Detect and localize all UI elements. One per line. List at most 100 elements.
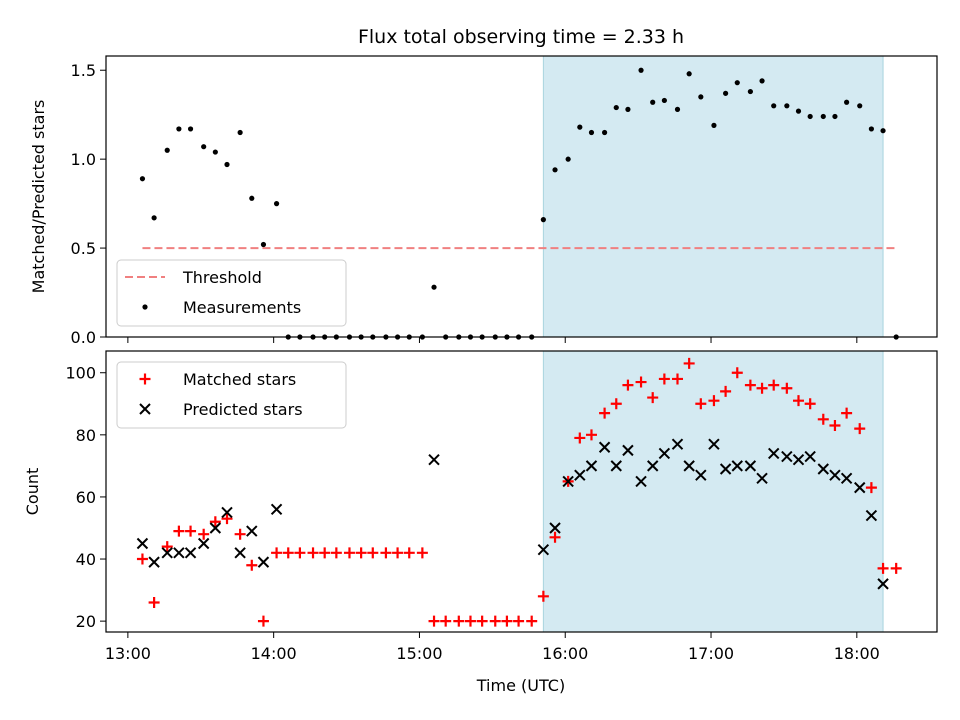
measurements-point	[832, 113, 838, 120]
predicted-stars-point	[585, 460, 598, 472]
matched-stars-point	[610, 398, 622, 410]
axes-frame	[105, 350, 938, 633]
matched-stars-point	[720, 385, 732, 397]
legend-label: Measurements	[183, 298, 301, 317]
predicted-stars-point	[829, 469, 841, 481]
count-panel: 20 40 60 80 100 13:00 14:00 15:00 16:00 17:00 18:0…	[23, 350, 938, 663]
legend-label: Matched stars	[183, 370, 296, 389]
ratio-panel: 0.0 0.5 1.0 1.5 Matched/Predicted stars Thres…	[29, 55, 938, 347]
measurements-point	[249, 195, 255, 201]
predicted-stars-point	[671, 438, 684, 450]
predicted-stars-point	[270, 503, 283, 516]
measurements-point	[771, 103, 777, 109]
measurements-point	[747, 88, 753, 95]
measurements-point	[187, 126, 194, 132]
matched-stars-point	[768, 379, 780, 391]
measurements-point	[201, 144, 207, 150]
predicted-stars-point	[817, 463, 829, 475]
y-tick-label: 1.0	[71, 150, 96, 169]
matched-stars-point	[234, 528, 246, 540]
y-tick-label: 1.5	[71, 61, 96, 80]
measurements-point	[237, 129, 243, 136]
matched-stars-point	[453, 615, 465, 627]
axes-frame	[105, 55, 938, 338]
legend-matched-stars-swatch	[139, 373, 151, 385]
matched-stars-point	[221, 513, 233, 525]
matched-stars-point	[622, 379, 634, 391]
measurements-point	[857, 103, 863, 109]
y-axis-label: Count	[23, 468, 42, 516]
matched-stars-point	[537, 590, 549, 602]
y-tick-label: 60	[76, 488, 96, 507]
predicted-stars-point	[574, 469, 586, 481]
predicted-stars-point	[719, 463, 732, 475]
y-axis-label: Matched/Predicted stars	[29, 100, 48, 294]
matched-stars-point	[658, 373, 670, 385]
x-tick-label: 14:00	[251, 644, 297, 663]
predicted-stars-point	[877, 578, 889, 590]
matched-stars-point	[635, 376, 647, 388]
measurements-point	[711, 122, 717, 128]
predicted-stars-point	[635, 475, 647, 488]
matched-stars-point	[865, 482, 877, 494]
predicted-stars-point	[184, 547, 197, 559]
measurements-point	[588, 129, 595, 136]
matched-stars-point	[817, 413, 829, 425]
matched-stars-point	[804, 398, 816, 410]
predicted-stars-point	[792, 453, 805, 466]
matched-stars-point	[355, 547, 367, 559]
predicted-stars-point	[209, 522, 222, 534]
matched-stars-point	[198, 528, 210, 540]
x-tick-label: 15:00	[396, 644, 442, 663]
matched-stars-point	[574, 432, 586, 444]
predicted-stars-point	[148, 556, 160, 568]
measurements-point	[602, 129, 608, 136]
legend-predicted-stars-swatch	[139, 403, 151, 415]
predicted-stars-point	[744, 460, 757, 472]
observing-window-shade	[543, 56, 884, 337]
matched-stars-point	[877, 562, 889, 574]
matched-stars-point	[209, 516, 221, 528]
predicted-stars-point	[658, 447, 671, 460]
predicted-stars-point	[731, 460, 743, 472]
predicted-stars-point	[537, 544, 550, 556]
measurements-point	[844, 99, 850, 105]
matched-stars-point	[319, 547, 331, 559]
legend: Threshold Measurements	[116, 259, 347, 327]
matched-stars-point	[841, 407, 853, 419]
predicted-stars-point	[161, 547, 173, 559]
matched-stars-point	[695, 398, 707, 410]
measurements-point	[176, 126, 182, 132]
predicted-stars-point	[768, 447, 780, 460]
matched-stars-point	[343, 547, 355, 559]
measurements-point	[139, 176, 146, 182]
measurements-point	[577, 124, 583, 130]
measurements-point	[674, 106, 681, 112]
predicted-stars-point	[136, 537, 149, 550]
matched-stars-point	[392, 547, 404, 559]
matched-stars-point	[403, 547, 415, 559]
predicted-stars-point	[234, 547, 246, 559]
matched-stars-point	[671, 373, 683, 385]
matched-stars-point	[428, 615, 440, 627]
x-tick-label: 17:00	[688, 644, 734, 663]
legend-box	[116, 361, 347, 429]
matched-stars-point	[380, 547, 392, 559]
matched-stars-point	[307, 547, 319, 559]
predicted-stars-point	[598, 441, 611, 453]
predicted-stars-point	[695, 469, 707, 481]
measurements-point	[565, 156, 571, 162]
y-tick-label: 0.0	[71, 328, 96, 347]
chart-title: Flux total observing time = 2.33 h	[358, 26, 684, 48]
matched-stars-point	[647, 392, 659, 404]
measurements-point	[431, 284, 437, 290]
matched-stars-point	[793, 395, 804, 407]
matched-stars-point	[731, 367, 743, 379]
measurements-point	[795, 108, 802, 114]
measurements-point	[868, 126, 874, 132]
predicted-stars-point	[840, 472, 853, 485]
measurements-point	[807, 113, 813, 120]
measurements-point	[164, 147, 170, 153]
measurements-point	[552, 167, 558, 173]
